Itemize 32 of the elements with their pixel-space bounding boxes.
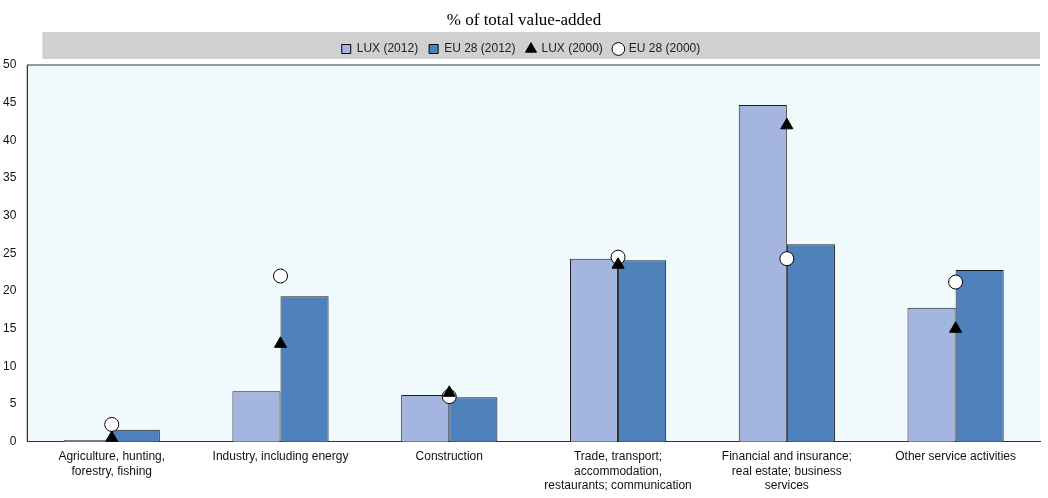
x-tick-label: Construction [415, 449, 483, 464]
point [779, 251, 795, 267]
y-tick-label: 5 [9, 396, 17, 411]
point [105, 430, 119, 442]
y-tick-label: 35 [2, 170, 17, 185]
chart-title: % of total value-added [445, 10, 603, 31]
y-tick-label: 40 [2, 132, 17, 147]
point [949, 321, 963, 333]
y-tick-label: 15 [2, 321, 17, 336]
point [611, 257, 625, 269]
y-tick-label: 20 [2, 283, 17, 298]
legend-label: EU 28 (2012) [444, 41, 516, 56]
x-tick-label: Industry, including energy [212, 449, 349, 464]
x-tick-label: Trade, transport; accommodation, restaurants; communication [544, 449, 692, 493]
point [104, 416, 120, 432]
y-tick-label: 25 [2, 245, 17, 260]
legend-label: LUX (2012) [356, 41, 419, 56]
legend-label: EU 28 (2000) [628, 41, 701, 56]
point [442, 385, 456, 397]
x-tick-label: Other service activities [895, 449, 1016, 464]
point [273, 336, 288, 348]
legend-label: LUX (2000) [541, 41, 603, 56]
point [273, 268, 289, 284]
x-tick-label: Agriculture, hunting, forestry, fishing [58, 449, 166, 478]
y-tick-label: 45 [2, 94, 17, 109]
y-tick-label: 10 [2, 358, 17, 373]
point [780, 117, 794, 130]
y-tick-label: 0 [9, 434, 17, 449]
y-tick-label: 30 [2, 208, 17, 223]
y-tick-label: 50 [2, 57, 17, 72]
x-tick-label: Financial and insurance; real estate; business services [721, 449, 852, 493]
point [948, 274, 964, 290]
